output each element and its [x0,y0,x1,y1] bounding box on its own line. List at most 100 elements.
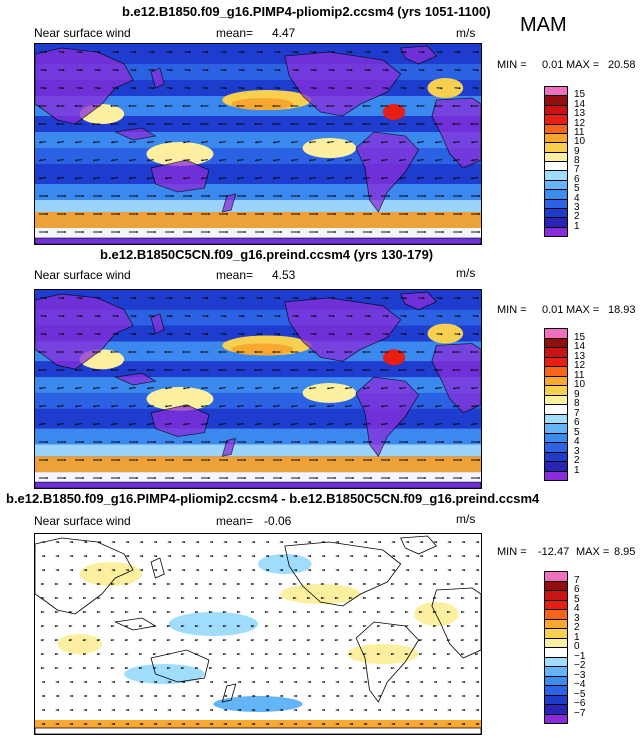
wind-vector-head [362,653,365,656]
wind-vector-head [226,441,228,443]
wind-vector [238,405,244,407]
wind-vector-head [56,369,59,371]
wind-vector-head [253,695,256,697]
wind-vector-head [350,87,353,90]
colorbar-tick-label: −4 [574,679,586,690]
wind-vector-head [152,611,155,613]
wind-vector-head [43,569,46,571]
wind-vector-head [478,459,480,461]
wind-vector-head [442,477,444,479]
wind-vector-head [242,297,245,300]
wind-vector-head [219,141,222,144]
wind-vector-head [75,405,78,408]
wind-vector-head [218,369,221,371]
wind-vector-head [363,405,366,408]
wind-vector-head [208,231,210,233]
wind-vector-head [124,611,127,613]
wind-vector-head [197,681,200,683]
wind-vector-head [379,569,382,571]
wind-vector-head [236,653,239,656]
wind-vector-head [291,159,294,162]
panel-1-units: m/s [456,26,476,40]
wind-vector-head [39,405,42,408]
wind-vector-head [208,597,211,599]
wind-vector-head [351,541,354,543]
continent-outline [221,193,237,213]
wind-vector-head [362,123,365,125]
wind-vector-head [183,159,186,162]
wind-vector-head [435,423,438,426]
wind-vector [76,141,82,143]
wind-vector-head [110,583,113,585]
wind-vector-head [180,611,183,613]
wind-vector-head [449,723,452,725]
wind-vector-head [435,681,438,683]
wind-vector-head [154,441,156,443]
panel-2-units: m/s [456,266,476,280]
wind-vector-head [40,653,43,656]
continent-outline [355,376,420,458]
wind-vector-head [295,569,298,571]
wind-vector [202,159,208,161]
wind-vector-head [452,105,455,107]
wind-vector [112,423,118,425]
wind-vector-head [348,653,351,656]
wind-vector-head [393,681,396,683]
wind-vector-head [314,87,317,90]
wind-vector-head [264,611,267,613]
wind-vector-head [224,69,227,72]
wind-vector-head [292,597,295,599]
wind-vector-head [222,583,225,585]
panel-1-mean-value: 4.47 [272,26,296,40]
wind-vector-head [363,141,366,144]
wind-vector-head [152,583,155,585]
wind-vector-head [111,387,114,390]
wind-vector-head [211,555,214,557]
wind-vector-head [296,315,299,318]
wind-vector-head [244,231,246,233]
wind-vector-head [381,159,384,162]
wind-vector-head [68,667,71,670]
wind-vector [436,141,442,143]
wind-vector-head [194,653,197,656]
wind-vector-head [183,695,186,697]
wind-vector-head [267,723,270,725]
wind-vector-head [93,405,96,408]
wind-vector-head [308,123,311,125]
wind-vector-head [460,441,462,443]
wind-vector-head [291,405,294,408]
wind-vector-head [463,541,466,543]
wind-vector-head [225,695,228,697]
wind-vector-head [111,423,114,426]
wind-vector-head [147,423,150,426]
wind-vector-head [280,213,282,215]
wind-vector [256,405,262,407]
wind-vector-head [407,569,410,571]
wind-vector-head [82,213,84,215]
wind-vector-head [152,653,155,656]
wind-vector-head [476,297,479,300]
wind-vector-head [478,213,480,215]
wind-vector-head [278,667,281,670]
wind-vector-head [320,583,323,585]
wind-vector-head [201,141,204,144]
wind-vector-head [170,315,173,318]
continent-outline [431,343,481,414]
wind-vector-head [278,611,281,613]
wind-vector-head [291,423,294,426]
wind-vector-head [92,123,95,125]
wind-vector [400,159,406,161]
colorbar-tick-label: 10 [574,136,586,148]
wind-vector-head [225,541,228,543]
wind-vector-head [57,681,60,683]
wind-vector-head [368,51,371,54]
wind-vector-head [295,695,298,697]
panel-1-max-label: MAX = [566,59,600,71]
panel-3-field-label: Near surface wind [34,514,131,528]
wind-vector-head [44,69,47,72]
wind-vector-head [280,459,282,461]
wind-vector-head [380,105,383,107]
wind-vector-head [295,555,298,557]
wind-vector-head [154,477,156,479]
wind-vector-head [463,569,466,571]
